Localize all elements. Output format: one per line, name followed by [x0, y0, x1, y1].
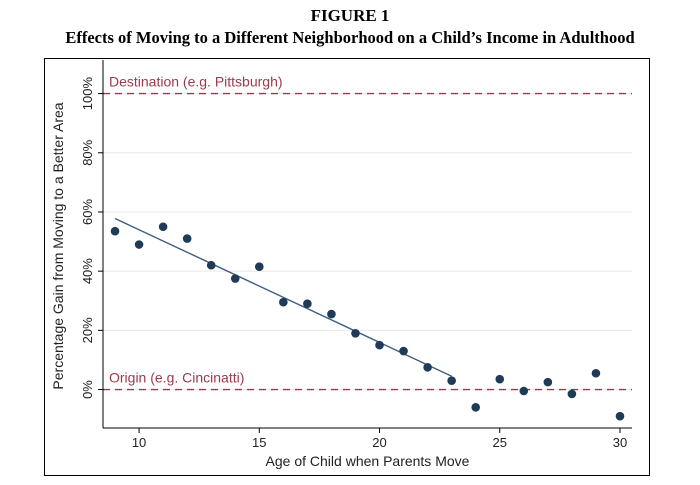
data-point — [279, 297, 288, 307]
figure-label: FIGURE 1 — [310, 6, 390, 25]
data-point — [375, 340, 384, 350]
x-tick-label: 25 — [493, 435, 507, 450]
data-point — [327, 309, 336, 319]
data-point — [399, 346, 408, 356]
fit-line-layer — [114, 217, 452, 377]
data-point — [543, 377, 553, 387]
data-points — [110, 222, 625, 421]
data-point — [158, 222, 168, 232]
y-tick-label: 20% — [80, 317, 95, 343]
data-point — [351, 329, 360, 338]
x-tick-label: 10 — [132, 435, 146, 450]
y-axis-label: Percentage Gain from Moving to a Better … — [50, 102, 66, 389]
x-tick-label: 30 — [613, 435, 627, 450]
data-point — [519, 386, 529, 396]
data-point — [206, 260, 216, 270]
y-tick-label: 80% — [80, 139, 95, 165]
gridlines — [103, 93, 632, 391]
chart-frame — [44, 58, 650, 476]
data-point — [495, 374, 505, 384]
y-tick-label: 100% — [80, 77, 95, 111]
x-tick-label: 20 — [372, 435, 386, 450]
reference-lines: Destination (e.g. Pittsburgh) Origin (e.g… — [103, 74, 632, 391]
fit-line — [114, 217, 452, 377]
data-point — [591, 368, 601, 378]
data-point — [303, 299, 312, 309]
data-point — [134, 240, 144, 249]
data-point — [447, 376, 456, 385]
data-point — [110, 226, 120, 236]
y-tick-label: 0% — [80, 380, 95, 399]
x-axis-label: Age of Child when Parents Move — [266, 453, 470, 469]
data-point — [567, 389, 577, 399]
data-point — [423, 363, 432, 372]
data-point — [230, 274, 240, 283]
data-point — [615, 411, 625, 421]
data-point — [254, 262, 264, 272]
y-tick-label: 60% — [80, 199, 95, 225]
axes: 10 15 20 25 30 0% 20% 40% 60% 80% 100% — [80, 60, 632, 450]
y-tick-label: 40% — [80, 258, 95, 284]
reference-label: Destination (e.g. Pittsburgh) — [109, 74, 283, 90]
figure-title: Effects of Moving to a Different Neighbo… — [65, 28, 635, 47]
data-point — [182, 234, 192, 243]
data-point — [471, 402, 481, 412]
x-tick-label: 15 — [252, 435, 266, 450]
reference-label: Origin (e.g. Cincinatti) — [109, 370, 244, 386]
